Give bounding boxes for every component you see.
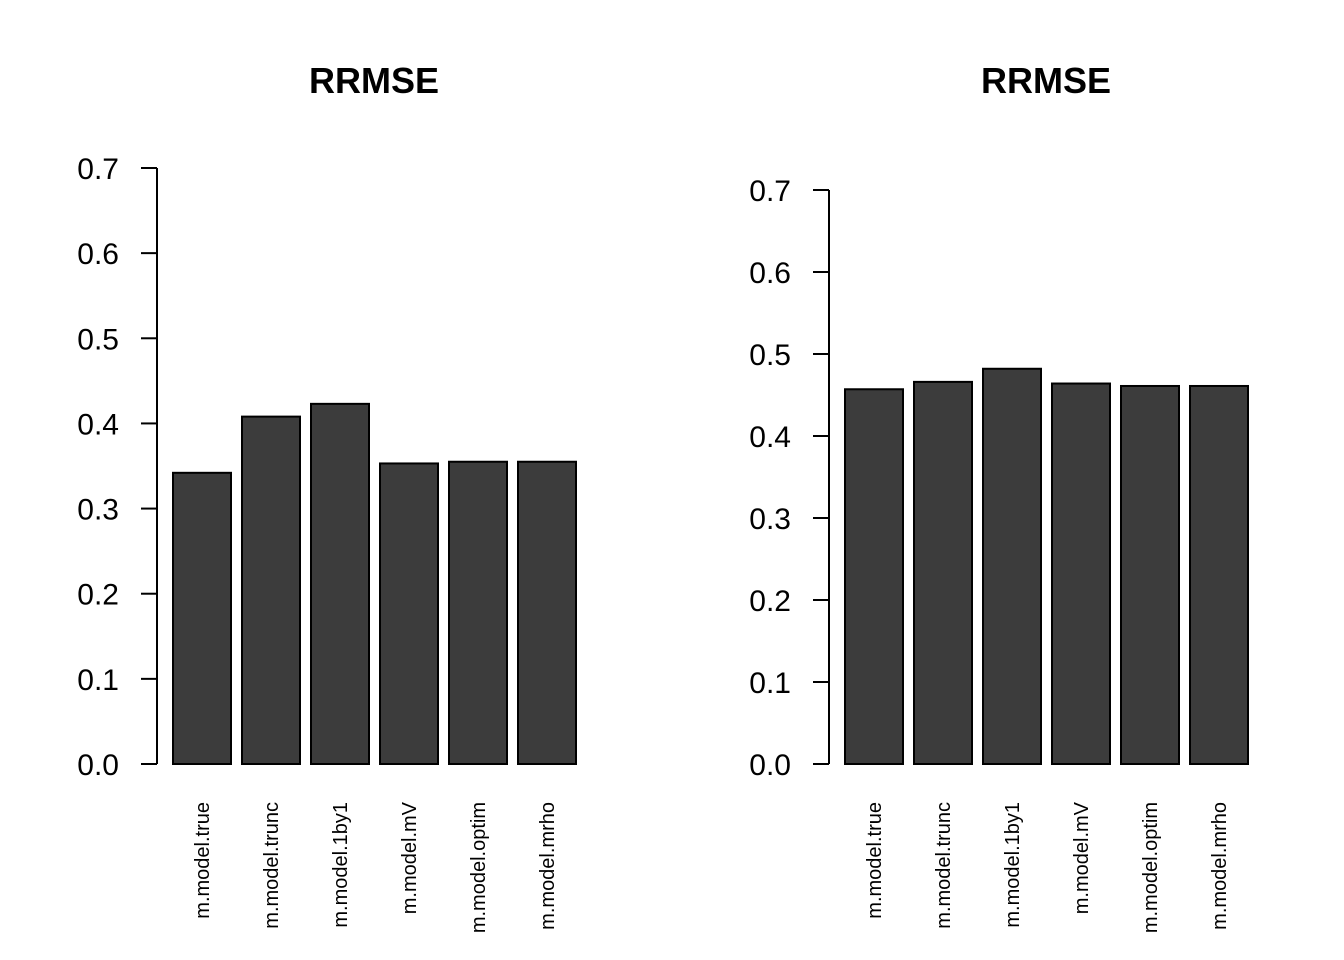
bar (379, 462, 439, 765)
bar (517, 460, 577, 765)
x-tick-label: m.model.trunc (933, 802, 955, 929)
bar (310, 402, 370, 765)
bar (844, 388, 904, 765)
y-tick-label: 0.3 (77, 494, 119, 527)
chart-panel-right: RRMSE 0.0 0.1 0.2 0.3 0.4 0.5 0.6 0.7 m.model.tr… (749, 60, 1249, 933)
y-tick-label: 0.1 (77, 664, 119, 697)
y-tick-label: 0.2 (749, 585, 791, 618)
y-tick-label: 0.5 (77, 323, 119, 356)
bar (241, 415, 301, 765)
bar (913, 380, 973, 765)
y-tick-label: 0.7 (77, 153, 119, 186)
bar (1051, 382, 1111, 765)
x-tick-label: m.model.optim (1140, 802, 1162, 933)
bar (448, 460, 508, 765)
y-tick-label: 0.6 (77, 238, 119, 271)
bar (172, 471, 232, 765)
y-tick-label: 0.1 (749, 667, 791, 700)
chart-panel-left: RRMSE 0.0 0.1 0.2 0.3 0.4 0.5 0.6 0.7 m.model.tr… (77, 60, 577, 933)
x-tick-label: m.model.true (864, 802, 886, 919)
x-tick-label: m.model.true (192, 802, 214, 919)
y-tick-label: 0.3 (749, 503, 791, 536)
x-tick-label: m.model.optim (468, 802, 490, 933)
x-tick-label: m.model.1by1 (1002, 802, 1024, 928)
y-tick-label: 0.2 (77, 579, 119, 612)
bar (1120, 384, 1180, 765)
x-tick-label: m.model.mrho (537, 802, 559, 930)
y-tick-label: 0.6 (749, 257, 791, 290)
y-tick-label: 0.4 (77, 408, 119, 441)
x-tick-label: m.model.mV (1071, 801, 1093, 914)
x-tick-label: m.model.trunc (261, 802, 283, 929)
x-tick-label: m.model.1by1 (330, 802, 352, 928)
chart-title: RRMSE (309, 60, 439, 101)
x-tick-label: m.model.mV (399, 801, 421, 914)
y-tick-label: 0.5 (749, 339, 791, 372)
chart-title: RRMSE (981, 60, 1111, 101)
x-tick-label: m.model.mrho (1209, 802, 1231, 930)
y-tick-label: 0.4 (749, 421, 791, 454)
bar (982, 367, 1042, 765)
y-tick-label: 0.0 (749, 749, 791, 782)
bar (1189, 384, 1249, 765)
y-tick-label: 0.7 (749, 175, 791, 208)
y-tick-label: 0.0 (77, 749, 119, 782)
